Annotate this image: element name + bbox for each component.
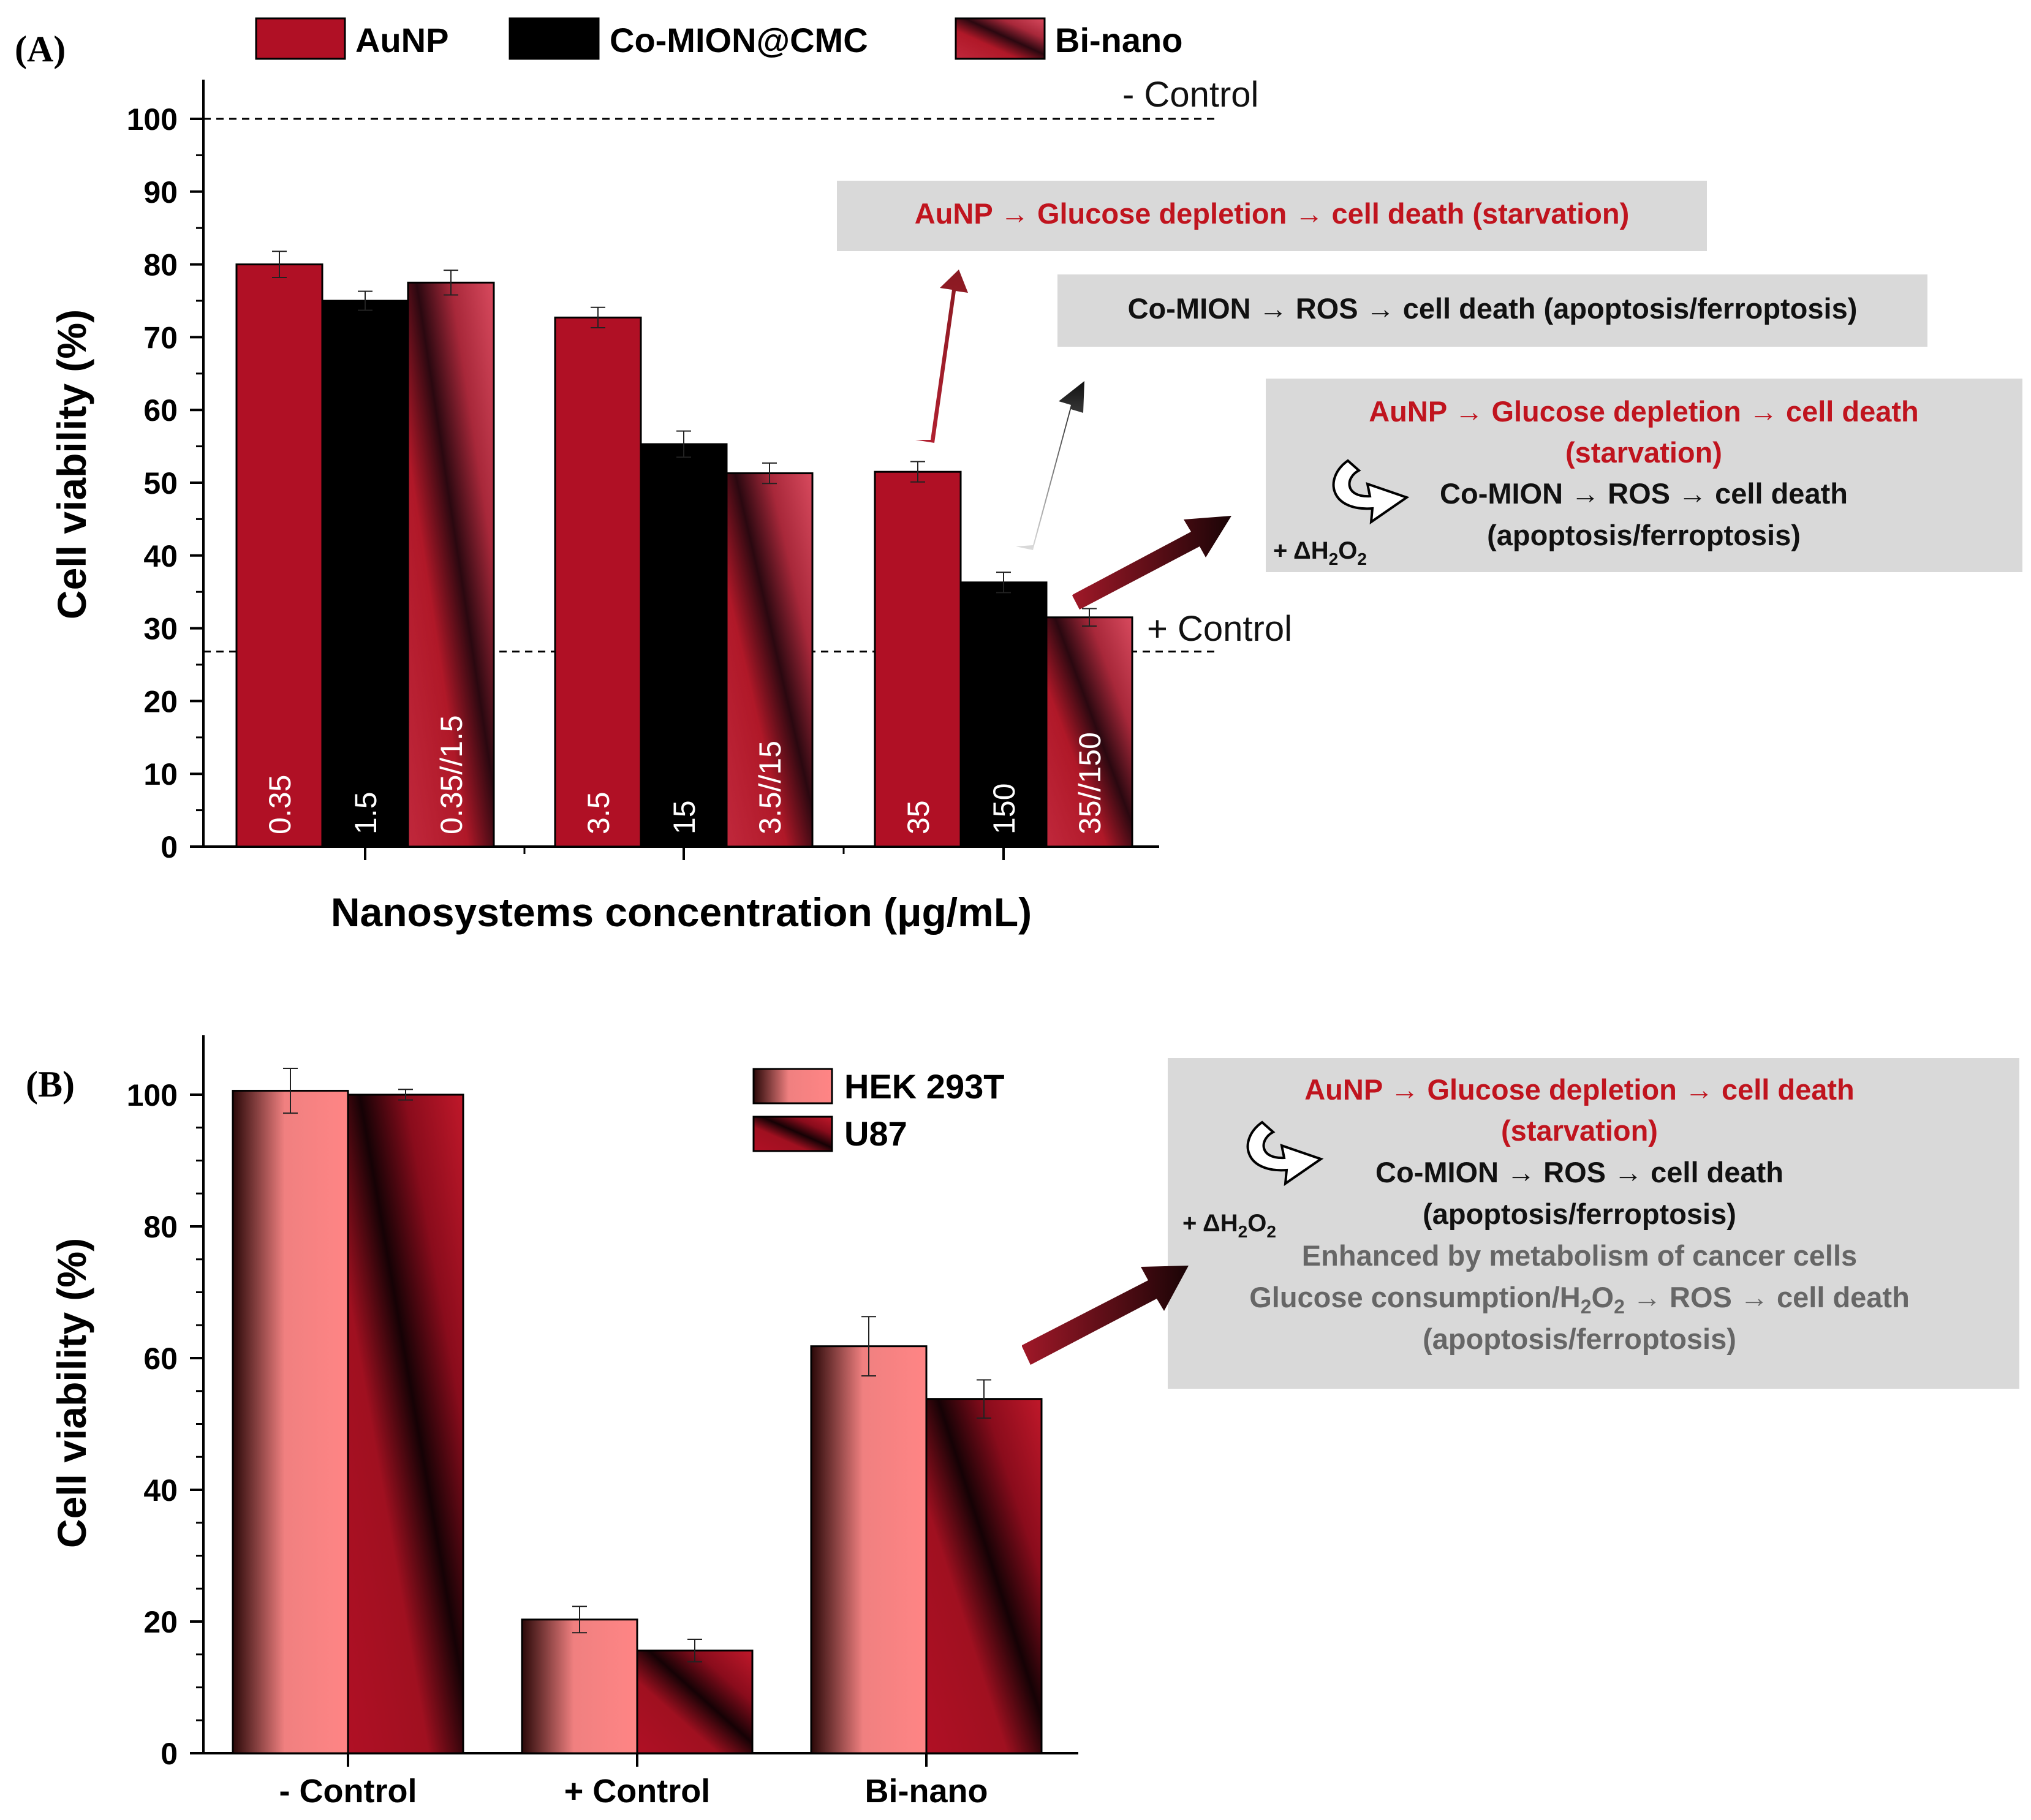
- legend-swatch-aunp: [255, 17, 346, 60]
- bar-a-co-mion-cmc: [321, 300, 409, 848]
- bar-concentration-label: 0.35//1.5: [434, 715, 469, 834]
- bar-b-hek-293t: [521, 1618, 638, 1754]
- x-category-label: - Control: [279, 1773, 417, 1810]
- legend-swatch-comion: [509, 17, 600, 60]
- panel-b-x-ticks: - Control + Control Bi-nano: [279, 1753, 988, 1810]
- bar-concentration-label: 150: [987, 784, 1021, 834]
- panel-a-x-ticks: [364, 847, 1005, 860]
- annotation-cancer-box: AuNP → Glucose depletion → cell death (s…: [1168, 1058, 2019, 1389]
- cycle-arrow-icon: [1246, 1120, 1324, 1187]
- panel-b-bars: [232, 1068, 1043, 1754]
- y-tick-label: 100: [127, 1078, 178, 1112]
- bar-concentration-label: 0.35: [263, 775, 297, 834]
- combined-line-4: (apoptosis/ferroptosis): [1487, 519, 1801, 551]
- cancer-line-3: Co-MION → ROS → cell death: [1375, 1156, 1783, 1188]
- bar-b-hek-293t: [810, 1345, 928, 1754]
- panel-b-legend: HEK 293T U87: [752, 1067, 1004, 1153]
- y-tick-label: 10: [143, 757, 178, 791]
- y-tick-label: 30: [143, 612, 178, 646]
- bar-concentration-label: 3.5//15: [753, 741, 787, 834]
- y-tick-label: 100: [127, 102, 178, 137]
- cancer-line-7: (apoptosis/ferroptosis): [1423, 1323, 1736, 1355]
- h2o2-label: + ΔH2O2: [1273, 537, 1367, 568]
- annotation-comion-text: Co-MION → ROS → cell death (apoptosis/fe…: [1128, 292, 1858, 325]
- legend-label-comion: Co-MION@CMC: [610, 21, 868, 59]
- y-tick-label: 60: [143, 1342, 178, 1376]
- legend-swatch-binano: [955, 17, 1046, 60]
- y-tick-label: 20: [143, 684, 178, 719]
- binano-pointer-arrow-icon: [1072, 516, 1231, 610]
- cycle-arrow-icon: [1332, 459, 1410, 525]
- bar-b-hek-293t: [232, 1090, 349, 1754]
- panel-b-y-axis-title: Cell viability (%): [49, 1238, 94, 1548]
- bar-concentration-label: 3.5: [581, 791, 616, 834]
- negative-control-label: - Control: [1122, 75, 1258, 115]
- panel-a-legend: AuNP Co-MION@CMC Bi-nano: [255, 17, 1182, 60]
- bar-a-aunp: [554, 316, 642, 848]
- y-tick-label: 90: [143, 175, 178, 210]
- bar-a-aunp: [874, 470, 962, 848]
- bar-a-bi-nano: [407, 281, 495, 848]
- y-tick-label: 40: [143, 1473, 178, 1508]
- binano-b-pointer-arrow-icon: [1022, 1266, 1189, 1365]
- bar-a-aunp: [235, 263, 323, 848]
- legend-label-u87: U87: [844, 1114, 907, 1153]
- legend-label-hek: HEK 293T: [844, 1067, 1004, 1106]
- bar-a-co-mion-cmc: [959, 581, 1048, 848]
- panel-b: (B) HEK 293T U87 0 20 40 60 80 100 - Control +…: [26, 1035, 2019, 1810]
- cancer-line-4: (apoptosis/ferroptosis): [1423, 1198, 1736, 1230]
- panel-a-y-ticks: 0 10 20 30 40 50 60 70 80 90 100: [127, 102, 203, 864]
- y-tick-label: 60: [143, 393, 178, 428]
- panel-a-x-axis-title: Nanosystems concentration (μg/mL): [331, 889, 1032, 935]
- cancer-line-5: Enhanced by metabolism of cancer cells: [1302, 1239, 1857, 1272]
- h2o2-label-b: + ΔH2O2: [1182, 1210, 1276, 1241]
- x-category-label: Bi-nano: [865, 1773, 988, 1810]
- bar-concentration-label: 1.5: [349, 791, 383, 834]
- cancer-line-1: AuNP → Glucose depletion → cell death: [1304, 1073, 1855, 1106]
- legend-label-binano: Bi-nano: [1055, 21, 1182, 59]
- panel-a-label: (A): [15, 29, 66, 69]
- panel-b-label: (B): [26, 1064, 75, 1104]
- bar-concentration-label: 15: [667, 800, 702, 834]
- legend-swatch-u87: [752, 1116, 833, 1152]
- y-tick-label: 40: [143, 539, 178, 573]
- bar-a-bi-nano: [725, 472, 814, 848]
- annotation-comion-box: Co-MION → ROS → cell death (apoptosis/fe…: [1057, 274, 1927, 347]
- legend-label-aunp: AuNP: [355, 21, 448, 59]
- y-tick-label: 0: [161, 1737, 178, 1771]
- y-tick-label: 80: [143, 1210, 178, 1244]
- bar-b-u87: [347, 1093, 464, 1754]
- combined-line-2: (starvation): [1565, 436, 1722, 469]
- y-tick-label: 0: [161, 830, 178, 864]
- panel-a: (A) AuNP Co-MION@CMC Bi-nano 0 10 20 30 40 50…: [15, 17, 2022, 935]
- cancer-line-6: Glucose consumption/H2O2 → ROS → cell de…: [1249, 1281, 1910, 1318]
- annotation-aunp-text: AuNP → Glucose depletion → cell death (s…: [915, 197, 1630, 230]
- positive-control-label: + Control: [1147, 609, 1292, 649]
- annotation-combined-box: AuNP → Glucose depletion → cell death (s…: [1266, 379, 2022, 572]
- bar-concentration-label: 35: [901, 800, 936, 834]
- bar-b-u87: [925, 1398, 1043, 1754]
- bar-a-co-mion-cmc: [640, 443, 728, 848]
- combined-line-1: AuNP → Glucose depletion → cell death: [1369, 395, 1919, 428]
- bar-concentration-label: 35//150: [1073, 732, 1107, 834]
- aunp-pointer-arrow-icon: [915, 270, 968, 443]
- panel-a-y-axis-title: Cell viability (%): [49, 309, 94, 619]
- y-tick-label: 20: [143, 1605, 178, 1639]
- y-tick-label: 70: [143, 320, 178, 355]
- panel-b-y-ticks: 0 20 40 60 80 100: [127, 1078, 203, 1771]
- panel-a-bars: 0.35 1.5 0.35//1.5 3.5 15 3.5//15 35 150 35//150: [235, 251, 1133, 848]
- comion-pointer-arrow-icon: [1016, 381, 1084, 550]
- x-category-label: + Control: [564, 1773, 711, 1810]
- combined-line-3: Co-MION → ROS → cell death: [1440, 477, 1848, 510]
- annotation-aunp-box: AuNP → Glucose depletion → cell death (s…: [837, 181, 1707, 251]
- y-tick-label: 50: [143, 466, 178, 500]
- legend-swatch-hek: [752, 1068, 833, 1104]
- cancer-line-2: (starvation): [1501, 1114, 1658, 1147]
- bar-b-u87: [636, 1649, 754, 1754]
- y-tick-label: 80: [143, 248, 178, 282]
